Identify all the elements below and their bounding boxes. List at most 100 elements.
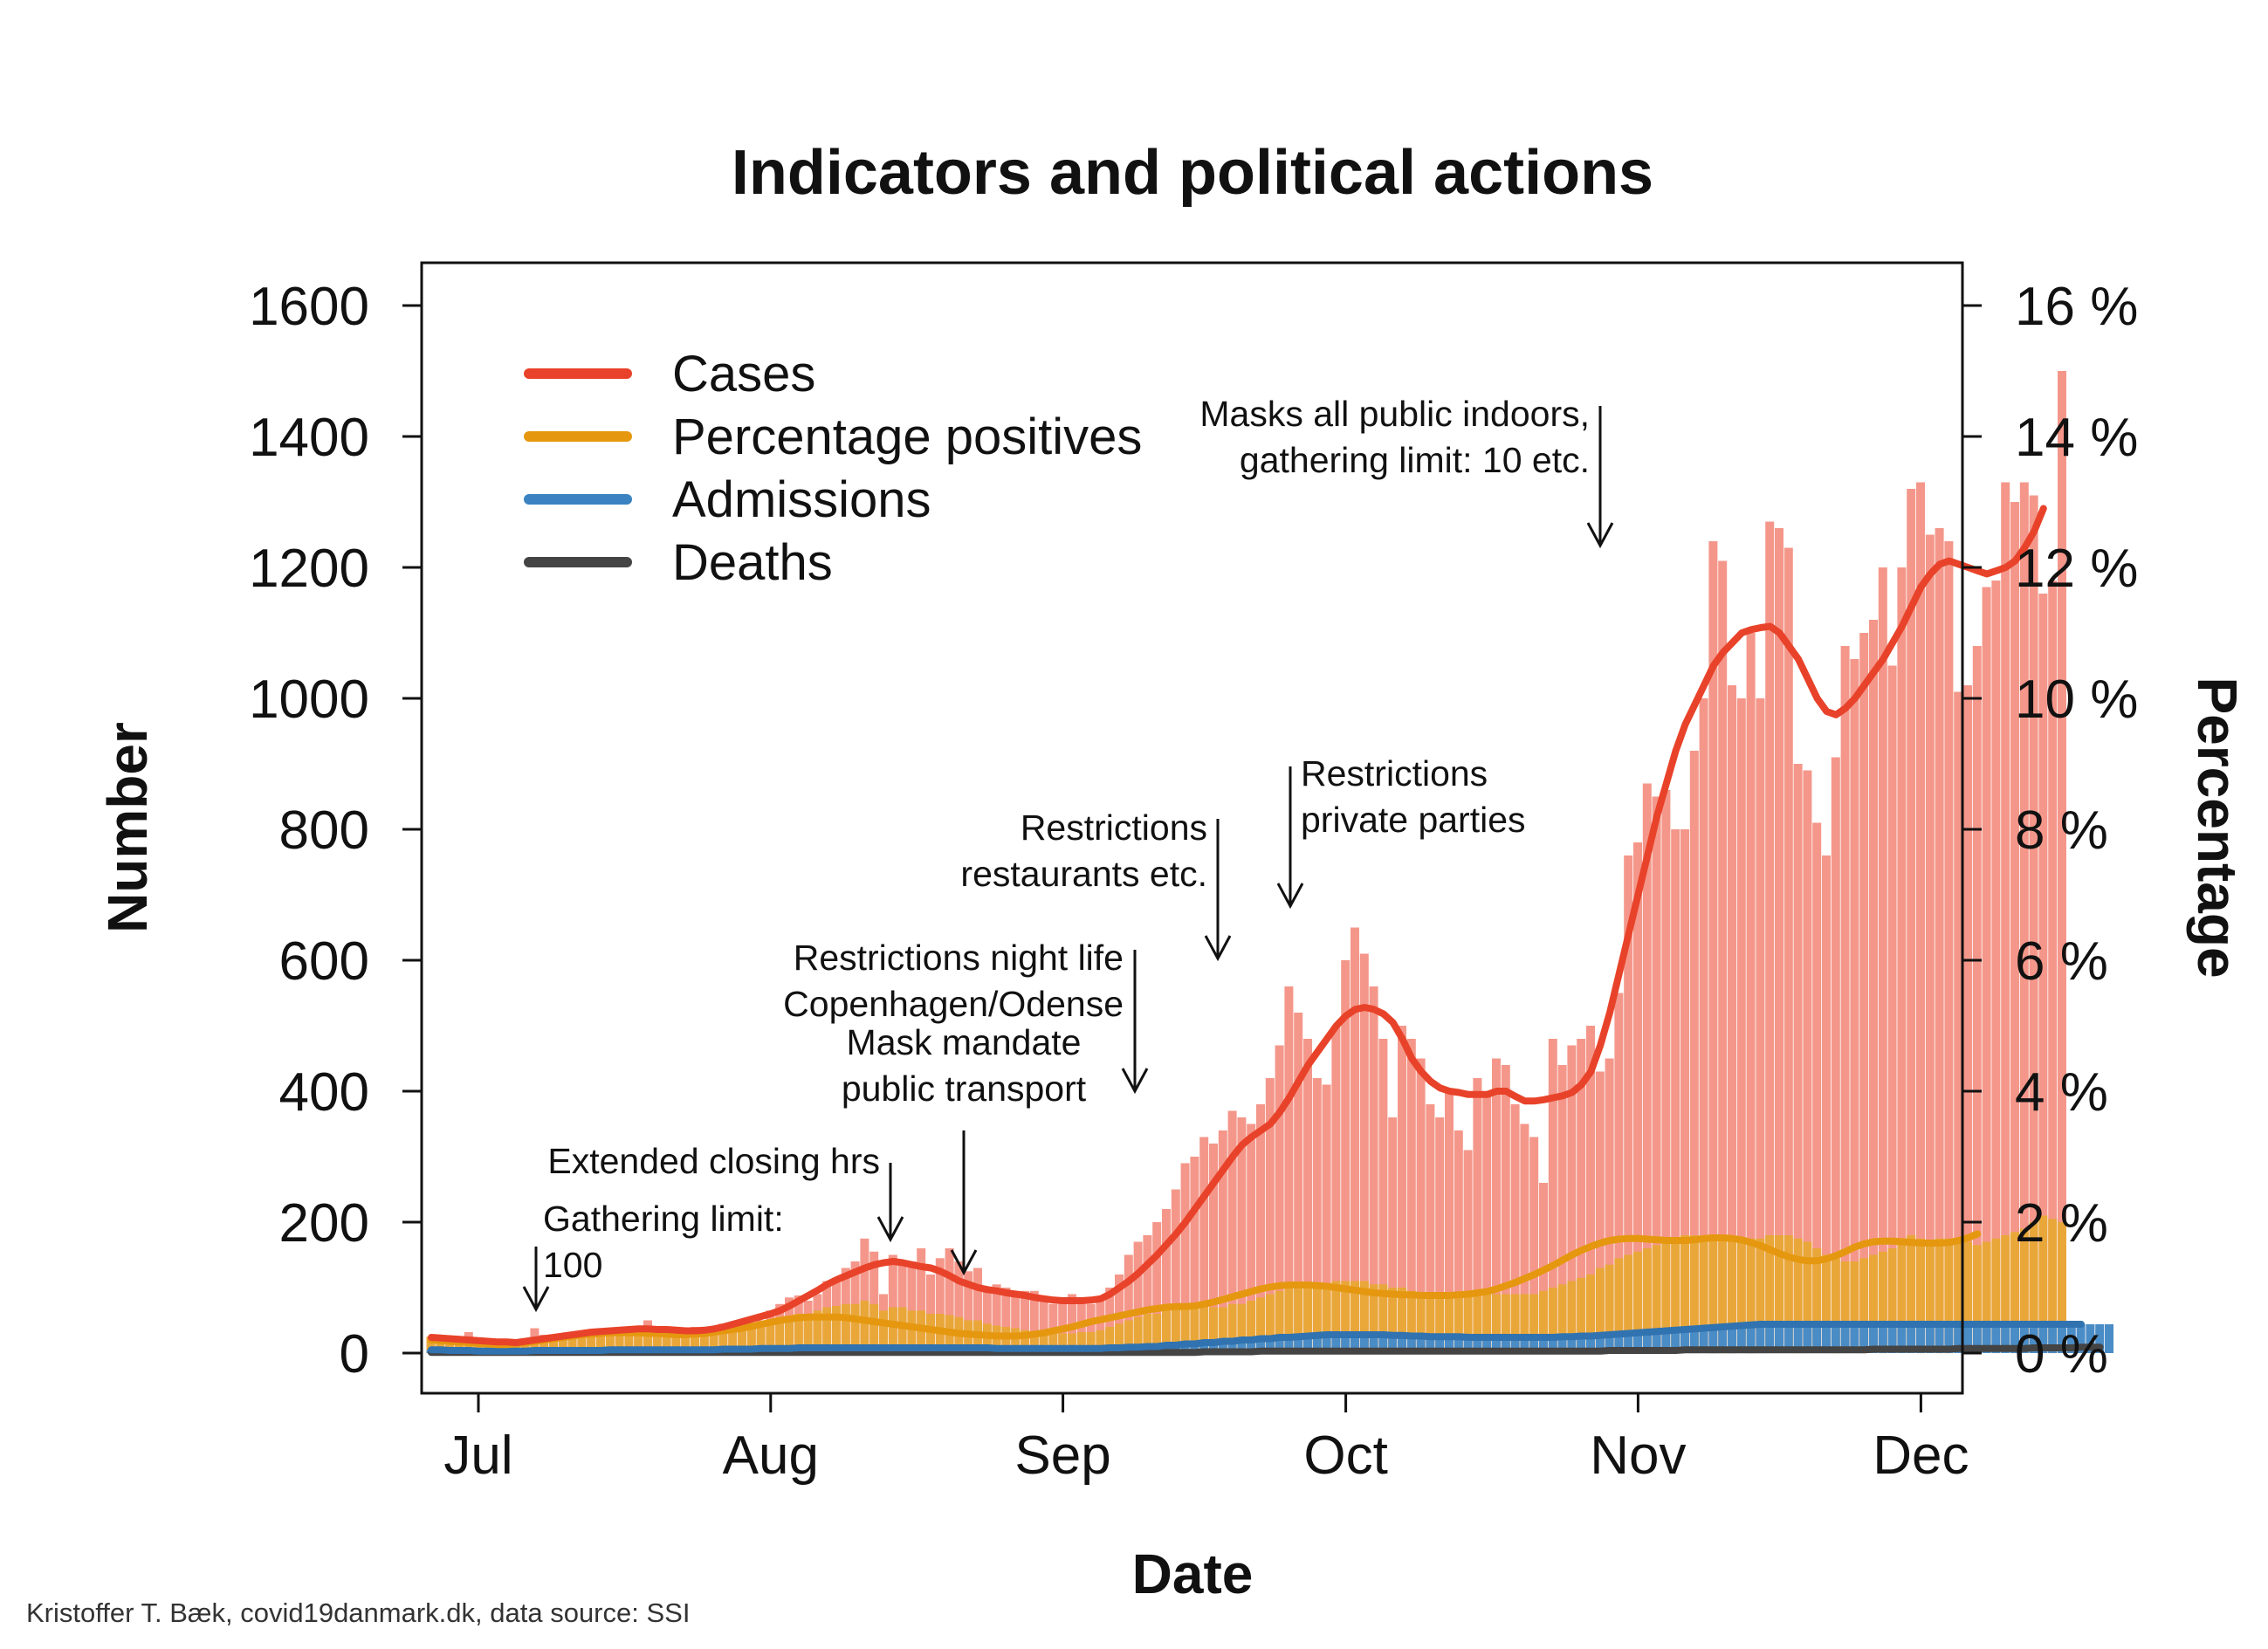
pct-positive-bar [1227, 1303, 1237, 1354]
pct-positive-bar [1831, 1258, 1840, 1354]
pct-positive-bar [615, 1330, 624, 1354]
cases-bar [1341, 960, 1350, 1353]
admissions-bar [1501, 1337, 1510, 1353]
admissions-bar [1595, 1335, 1605, 1354]
y-tick-label-left: 400 [279, 1062, 369, 1123]
admissions-bar [1812, 1324, 1822, 1353]
admissions-bar [1831, 1324, 1840, 1353]
admissions-bar [1954, 1324, 1963, 1353]
pct-positive-bar [1445, 1294, 1454, 1353]
cases-bar [1218, 1130, 1227, 1353]
annotation-text: Copenhagen/Odense [783, 984, 1124, 1024]
admissions-bar [1284, 1337, 1294, 1353]
pct-positive-bar [1058, 1333, 1068, 1353]
admissions-bar [1247, 1340, 1256, 1353]
annotation-arrowhead [1276, 883, 1304, 910]
pct-positive-bar [1982, 1241, 1991, 1353]
cases-bar [1124, 1254, 1133, 1353]
cases-bar [1557, 1065, 1567, 1353]
pct-positive-bar [2038, 1215, 2048, 1353]
pct-positive-bar [1991, 1238, 2001, 1354]
pct-positive-bar [2058, 1222, 2066, 1353]
cases-bar [1492, 1058, 1501, 1353]
annotation-text: private parties [1301, 800, 1526, 840]
annotation-text: restaurants etc. [960, 854, 1207, 894]
pct-positive-bar [1803, 1241, 1812, 1353]
pct-positive-bar [1746, 1238, 1756, 1354]
pct-positive-bar [897, 1307, 907, 1353]
cases-bar [1350, 927, 1359, 1353]
cases-bar [1510, 1104, 1520, 1353]
cases-bar [2019, 482, 2029, 1353]
pct-positive-bar [1247, 1301, 1256, 1353]
admissions-bar [1492, 1337, 1501, 1353]
admissions-bar [1359, 1335, 1369, 1353]
cases-bar [1689, 751, 1699, 1353]
admissions-bar [1180, 1343, 1190, 1353]
pct-positive-bar [1398, 1288, 1406, 1353]
pct-positive-bar [1736, 1241, 1746, 1353]
admissions-bar [1916, 1324, 1925, 1353]
pct-positive-bar [1473, 1294, 1482, 1353]
cases-bar [1227, 1110, 1237, 1353]
admissions-bar [2038, 1324, 2048, 1353]
legend-label: Admissions [672, 471, 931, 528]
pct-positive-bar [426, 1336, 436, 1354]
pct-positive-bar [917, 1310, 926, 1354]
cases-bar [1746, 633, 1756, 1353]
y-axis-label-right: Percentage [2186, 677, 2249, 978]
pct-positive-bar [850, 1303, 860, 1354]
pct-positive-bar [1567, 1281, 1577, 1353]
annotation-text: Mask mandate [847, 1022, 1082, 1062]
legend-label: Cases [672, 346, 815, 402]
admissions-bar [1303, 1336, 1312, 1353]
cases-bar [2058, 371, 2066, 1353]
cases-bar [1925, 534, 1935, 1353]
cases-bar [869, 1251, 879, 1354]
pct-positive-bar [1105, 1327, 1115, 1353]
pct-positive-bar [1972, 1245, 1982, 1354]
admissions-bar [1426, 1336, 1435, 1354]
cases-bar [935, 1258, 945, 1354]
cases-bar [1944, 541, 1954, 1353]
cases-bar [1614, 993, 1624, 1353]
pct-positive-bar [1171, 1307, 1180, 1353]
admissions-bar [1708, 1327, 1718, 1354]
cases-bar [1652, 796, 1661, 1353]
cases-bar [1671, 829, 1680, 1353]
cases-bar [1162, 1209, 1171, 1353]
pct-positive-bar [1341, 1281, 1350, 1353]
pct-positive-bar [785, 1316, 794, 1354]
x-tick-label: Dec [1873, 1426, 1969, 1486]
pct-positive-bar [1586, 1275, 1595, 1353]
cases-bar [1416, 1058, 1426, 1353]
pct-positive-bar [1426, 1294, 1435, 1353]
admissions-bar [1256, 1338, 1265, 1353]
admissions-bar [1765, 1324, 1775, 1353]
annotation-text: Masks all public indoors, [1199, 394, 1590, 434]
cases-bar [888, 1254, 897, 1353]
pct-positive-bar [1614, 1258, 1624, 1354]
cases-bar [1398, 1026, 1406, 1353]
y-tick-label-left: 1400 [249, 408, 369, 468]
cases-bar [1878, 567, 1887, 1353]
admissions-bar [1783, 1324, 1793, 1353]
pct-positive-bar [1463, 1294, 1473, 1353]
admissions-bar [1209, 1343, 1218, 1353]
pct-positive-bar [879, 1310, 888, 1354]
cases-bar [1982, 587, 1991, 1353]
cases-bar [1426, 1104, 1435, 1353]
admissions-bar [1633, 1332, 1642, 1354]
axes-layer: 0 200 400 600 800 1000 1200 1400 1600 0 % 2 % 4 % 6 … [249, 277, 2138, 1486]
pct-positive-bar [1011, 1328, 1021, 1353]
cases-bar [1463, 1150, 1473, 1353]
pct-positive-bar [1162, 1310, 1171, 1354]
pct-positive-bar [1076, 1332, 1086, 1353]
cases-bar [1265, 1078, 1275, 1353]
admissions-bar [1265, 1338, 1275, 1353]
pct-positive-bar [1068, 1333, 1076, 1353]
admissions-bar [2095, 1324, 2105, 1353]
admissions-bar [2086, 1324, 2095, 1353]
admissions-bar [2001, 1324, 2010, 1353]
admissions-bar [1822, 1324, 1831, 1353]
